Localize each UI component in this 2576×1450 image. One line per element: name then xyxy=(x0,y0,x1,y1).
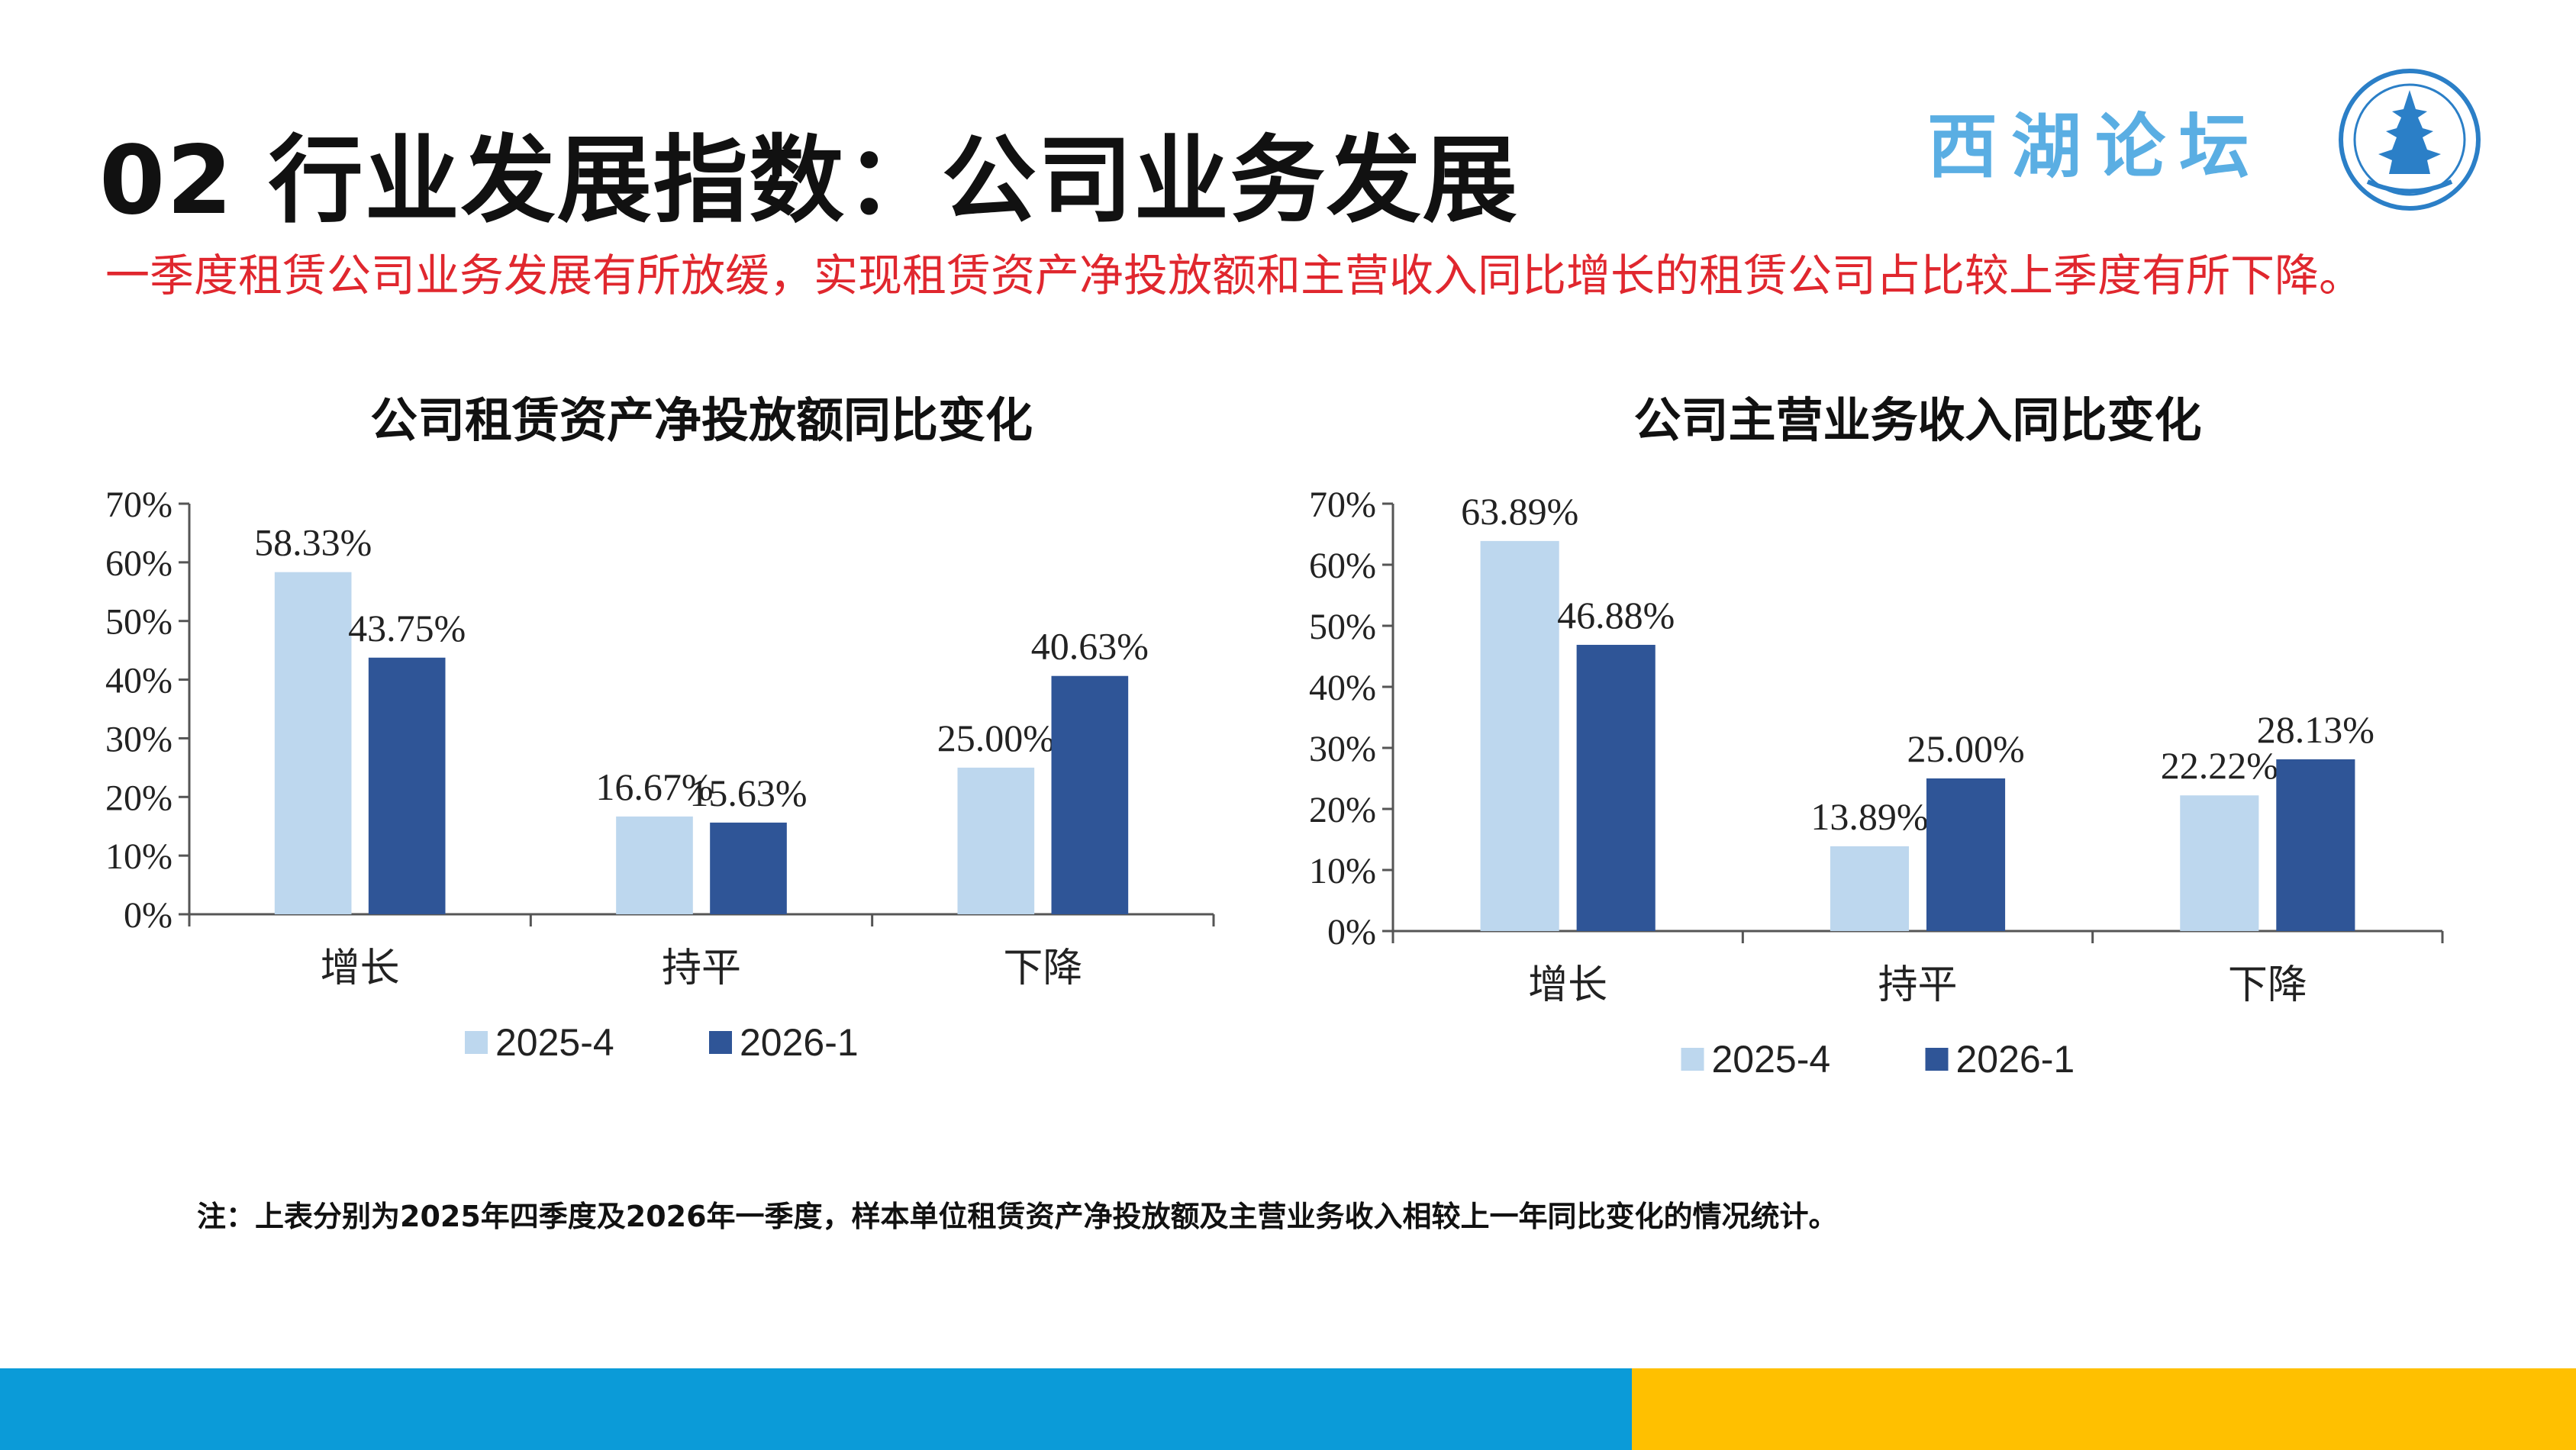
bar-2025-4-增长 xyxy=(274,572,352,914)
legend-swatch xyxy=(1925,1048,1949,1071)
y-tick-label: 0% xyxy=(124,895,172,936)
bar-2025-4-持平 xyxy=(616,816,693,914)
y-tick-label: 10% xyxy=(105,836,172,877)
y-tick-label: 0% xyxy=(1327,912,1376,952)
legend-label: 2025-4 xyxy=(495,1021,614,1064)
brand-wordmark: 西湖论坛 xyxy=(1927,105,2264,188)
y-tick-label: 40% xyxy=(1309,668,1376,708)
y-tick-label: 30% xyxy=(105,719,172,759)
bar-2026-1-下降 xyxy=(2276,759,2355,931)
footnote: 注：上表分别为2025年四季度及2026年一季度，样本单位租赁资产净投放额及主营… xyxy=(197,1200,1838,1233)
x-category-label: 下降 xyxy=(2228,964,2307,1007)
pagoda-seal-icon xyxy=(2339,69,2481,211)
y-tick-label: 60% xyxy=(105,543,172,584)
data-label: 46.88% xyxy=(1557,594,1675,636)
y-tick-label: 50% xyxy=(105,602,172,643)
y-tick-label: 20% xyxy=(105,778,172,818)
data-label: 15.63% xyxy=(689,772,807,814)
legend-swatch xyxy=(465,1031,488,1054)
page-title: 02 行业发展指数：公司业务发展 xyxy=(99,126,1519,236)
x-category-label: 下降 xyxy=(1003,947,1082,991)
summary-text: 一季度租赁公司业务发展有所放缓，实现租赁资产净投放额和主营收入同比增长的租赁公司… xyxy=(105,250,2364,301)
y-tick-label: 50% xyxy=(1309,607,1376,647)
y-tick-label: 70% xyxy=(105,485,172,525)
chart-net-lease-investment-svg: 公司租赁资产净投放额同比变化 0% 10% 20% 30% 40% 50% 60% 70% 增长 5… xyxy=(105,395,1215,1064)
y-tick-label: 30% xyxy=(1309,729,1376,769)
chart-title: 公司主营业务收入同比变化 xyxy=(1633,395,2201,447)
data-label: 25.00% xyxy=(1907,727,2024,770)
data-label: 40.63% xyxy=(1031,625,1149,668)
bar-2025-4-下降 xyxy=(957,767,1035,914)
bar-2026-1-下降 xyxy=(1051,675,1129,914)
chart-title: 公司租赁资产净投放额同比变化 xyxy=(370,395,1033,447)
x-category-label: 持平 xyxy=(1878,964,1957,1007)
data-label: 58.33% xyxy=(254,521,372,564)
legend-label: 2026-1 xyxy=(1956,1038,2075,1081)
bar-2026-1-增长 xyxy=(368,657,446,914)
x-category-label: 增长 xyxy=(321,947,400,991)
chart-main-business-revenue-svg: 公司主营业务收入同比变化 0% 10% 20% 30% 40% 50% 60% 70% 增长 63.… xyxy=(1309,395,2444,1081)
y-tick-label: 60% xyxy=(1309,546,1376,586)
bar-2026-1-持平 xyxy=(710,822,787,914)
x-category-label: 增长 xyxy=(1528,964,1607,1007)
y-tick-label: 20% xyxy=(1309,790,1376,830)
legend-swatch xyxy=(709,1031,732,1054)
data-label: 13.89% xyxy=(1810,795,1928,838)
bar-2025-4-增长 xyxy=(1480,540,1559,931)
legend-swatch xyxy=(1681,1048,1704,1071)
data-label: 16.67% xyxy=(595,765,713,808)
bar-2025-4-下降 xyxy=(2180,795,2259,931)
y-tick-label: 10% xyxy=(1309,851,1376,891)
y-tick-label: 70% xyxy=(1309,485,1376,525)
footer-band-yellow xyxy=(1632,1368,2576,1450)
data-label: 63.89% xyxy=(1461,490,1578,533)
footer-band-blue xyxy=(0,1368,1632,1450)
bar-2026-1-持平 xyxy=(1926,778,2006,931)
chart-main-business-revenue: 公司主营业务收入同比变化 0% 10% 20% 30% 40% 50% 60% 70% 增长 63.… xyxy=(1290,395,2488,1084)
x-category-label: 持平 xyxy=(662,947,741,991)
legend-label: 2026-1 xyxy=(740,1021,859,1064)
data-label: 28.13% xyxy=(2257,708,2374,751)
bar-2025-4-持平 xyxy=(1830,846,1910,931)
data-label: 22.22% xyxy=(2161,744,2278,787)
chart-net-lease-investment: 公司租赁资产净投放额同比变化 0% 10% 20% 30% 40% 50% 60% 70% 增长 5… xyxy=(61,395,1259,1084)
y-tick-label: 40% xyxy=(105,661,172,701)
data-label: 25.00% xyxy=(937,717,1055,759)
legend-label: 2025-4 xyxy=(1712,1038,1831,1081)
data-label: 43.75% xyxy=(348,607,466,649)
bar-2026-1-增长 xyxy=(1576,644,1656,931)
